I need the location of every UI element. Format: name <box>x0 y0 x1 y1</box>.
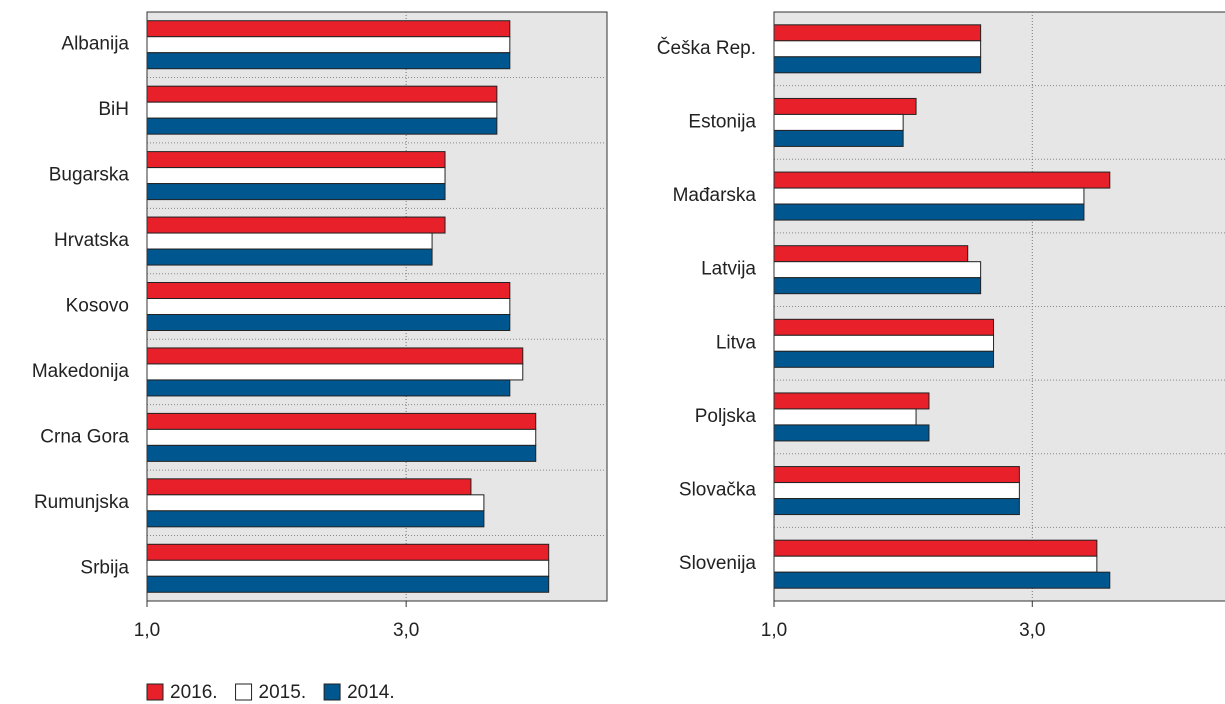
bar <box>773 261 982 279</box>
bar <box>773 97 917 115</box>
legend-label: 2014. <box>347 682 395 703</box>
bar <box>146 248 433 266</box>
y-tick-label: Albanija <box>61 34 129 55</box>
y-tick-label: Poljska <box>695 406 757 427</box>
legend-label: 2015. <box>259 682 307 703</box>
bar <box>773 392 930 410</box>
bar <box>146 117 498 135</box>
bar <box>773 350 995 368</box>
bar <box>146 444 537 462</box>
bar <box>773 571 1111 589</box>
bar <box>146 363 524 381</box>
bar <box>146 559 550 577</box>
bar <box>146 151 446 169</box>
bar <box>146 314 511 331</box>
legend-swatch <box>235 683 253 701</box>
bar <box>146 428 537 446</box>
bar <box>773 56 982 74</box>
legend-swatch <box>323 683 341 701</box>
bar <box>773 334 995 352</box>
bar <box>146 478 472 496</box>
bar <box>773 24 982 42</box>
bar <box>773 113 904 131</box>
y-tick-label: Kosovo <box>66 296 129 317</box>
bar <box>773 129 904 147</box>
bar <box>773 539 1098 557</box>
bar <box>146 101 498 119</box>
y-tick-label: Rumunjska <box>34 492 129 513</box>
bar <box>146 412 537 430</box>
bar <box>146 510 485 528</box>
bar <box>146 575 550 593</box>
bar <box>773 318 995 336</box>
y-tick-label: Češka Rep. <box>657 37 756 59</box>
y-tick-label: Estonija <box>688 111 756 132</box>
bar <box>773 424 930 442</box>
y-tick-label: Crna Gora <box>40 426 129 447</box>
bar <box>773 171 1111 189</box>
x-tick-label: 1,0 <box>761 620 787 641</box>
bar <box>146 52 511 70</box>
legend-swatch <box>146 683 164 701</box>
bar <box>773 466 1020 484</box>
bar <box>773 555 1098 573</box>
bar <box>146 85 498 103</box>
bar <box>146 543 550 561</box>
bar <box>146 298 511 315</box>
y-tick-label: Litva <box>716 332 757 353</box>
bar <box>773 498 1020 516</box>
x-tick-label: 3,0 <box>1019 620 1045 641</box>
bar <box>773 245 969 263</box>
bar <box>146 183 446 201</box>
x-tick-label: 3,0 <box>393 620 419 641</box>
bar <box>773 40 982 58</box>
bar <box>146 347 524 365</box>
y-tick-label: Slovačka <box>679 480 757 501</box>
bar <box>146 216 446 234</box>
y-tick-label: Latvija <box>701 259 756 280</box>
y-tick-label: Slovenija <box>679 553 757 574</box>
bar <box>773 482 1020 500</box>
bar <box>146 167 446 185</box>
bar <box>773 187 1085 205</box>
y-tick-label: Hrvatska <box>54 230 129 251</box>
legend-label: 2016. <box>170 682 218 703</box>
bar <box>146 494 485 512</box>
bar <box>773 408 917 426</box>
bar <box>146 232 433 250</box>
bar <box>146 36 511 54</box>
y-tick-label: Srbija <box>80 557 129 578</box>
bar <box>146 379 511 397</box>
bar <box>146 282 511 299</box>
y-tick-label: Bugarska <box>49 165 130 186</box>
y-tick-label: Makedonija <box>32 361 130 382</box>
y-tick-label: BiH <box>98 99 129 120</box>
bar <box>146 20 511 38</box>
bar <box>773 277 982 295</box>
bar <box>773 203 1085 221</box>
y-tick-label: Mađarska <box>673 185 757 206</box>
x-tick-label: 1,0 <box>134 620 160 641</box>
